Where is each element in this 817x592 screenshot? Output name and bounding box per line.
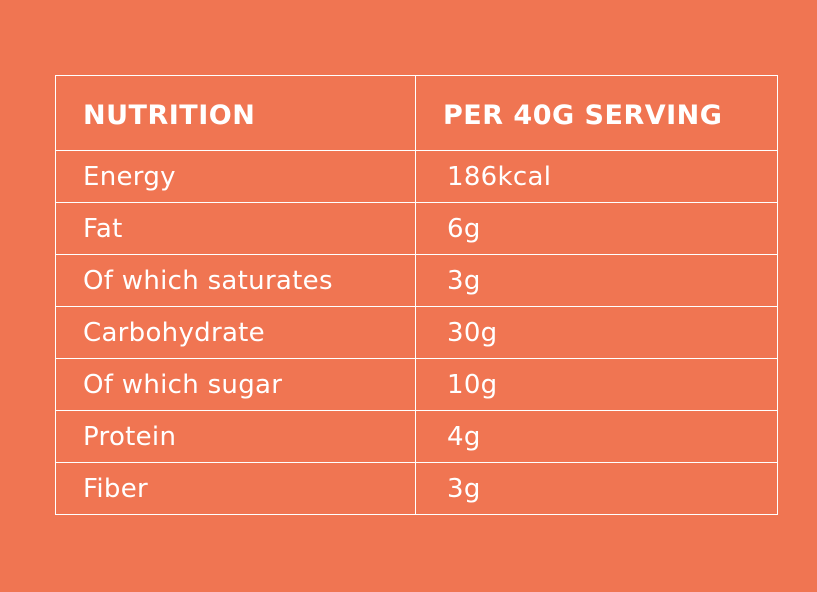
nutrient-amount: 6g	[415, 202, 778, 255]
nutrient-name: Energy	[55, 150, 416, 203]
table-row: Protein 4g	[55, 410, 778, 463]
nutrient-amount: 3g	[415, 462, 778, 515]
nutrition-column-header: NUTRITION	[55, 75, 416, 151]
nutrient-amount: 30g	[415, 306, 778, 359]
nutrient-amount: 186kcal	[415, 150, 778, 203]
table-row: Of which saturates 3g	[55, 254, 778, 307]
nutrient-name: Fiber	[55, 462, 416, 515]
nutrition-table: NUTRITION PER 40G SERVING Energy 186kcal…	[55, 75, 778, 515]
table-row: Energy 186kcal	[55, 150, 778, 203]
table-row: Fiber 3g	[55, 462, 778, 515]
nutrient-name: Of which sugar	[55, 358, 416, 411]
table-header-row: NUTRITION PER 40G SERVING	[55, 75, 778, 151]
nutrient-name: Protein	[55, 410, 416, 463]
table-row: Fat 6g	[55, 202, 778, 255]
nutrient-name: Fat	[55, 202, 416, 255]
per-serving-column-header: PER 40G SERVING	[415, 75, 778, 151]
nutrient-amount: 10g	[415, 358, 778, 411]
nutrient-amount: 3g	[415, 254, 778, 307]
nutrient-amount: 4g	[415, 410, 778, 463]
table-row: Carbohydrate 30g	[55, 306, 778, 359]
table-row: Of which sugar 10g	[55, 358, 778, 411]
nutrient-name: Of which saturates	[55, 254, 416, 307]
nutrient-name: Carbohydrate	[55, 306, 416, 359]
